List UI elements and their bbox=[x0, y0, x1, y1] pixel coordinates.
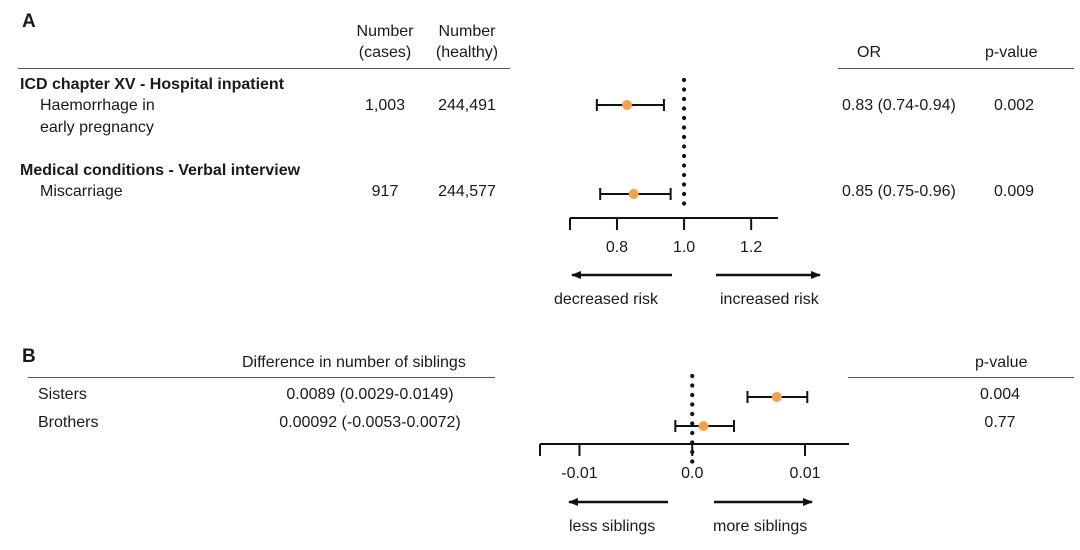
reference-dot-a bbox=[681, 191, 687, 197]
increased-risk-label: increased risk bbox=[720, 291, 819, 308]
reference-dot-a bbox=[681, 172, 687, 178]
panel-a-right-header-rule bbox=[838, 68, 1074, 69]
pvalue-miscarriage: 0.009 bbox=[994, 183, 1035, 200]
group-title-medical: Medical conditions - Verbal interview bbox=[20, 162, 301, 179]
x-tick-label-b: 0.01 bbox=[789, 465, 820, 482]
decreased-risk-label: decreased risk bbox=[554, 291, 659, 308]
reference-dot-a bbox=[681, 201, 687, 206]
difference-header: Difference in number of siblings bbox=[242, 354, 466, 371]
reference-dot-b bbox=[690, 402, 695, 407]
healthy-header-line2: (healthy) bbox=[435, 44, 499, 61]
diff-sisters: 0.0089 (0.0029-0.0149) bbox=[286, 386, 454, 403]
row-name-miscarriage: Miscarriage bbox=[40, 183, 123, 200]
less-siblings-label: less siblings bbox=[569, 518, 656, 535]
healthy-miscarriage: 244,577 bbox=[438, 183, 496, 200]
cases-header-line1: Number bbox=[356, 23, 414, 40]
x-tick-label-b: 0.0 bbox=[681, 465, 703, 482]
x-tick-label-b: -0.01 bbox=[561, 465, 598, 482]
estimate-point-a bbox=[622, 100, 633, 110]
reference-dot-a bbox=[681, 153, 687, 159]
reference-dot-a bbox=[681, 106, 687, 111]
reference-dot-b bbox=[690, 440, 695, 445]
row-name-brothers: Brothers bbox=[38, 414, 99, 431]
row-name-sisters: Sisters bbox=[38, 386, 87, 403]
reference-dot-a bbox=[681, 77, 687, 83]
healthy-haemorrhage: 244,491 bbox=[438, 97, 496, 114]
panel-b-right-header-rule bbox=[848, 377, 1074, 378]
cases-haemorrhage: 1,003 bbox=[364, 97, 406, 114]
or-header: OR bbox=[857, 44, 881, 61]
reference-dot-b bbox=[690, 383, 695, 388]
group-title-icd: ICD chapter XV - Hospital inpatient bbox=[20, 76, 285, 93]
reference-dot-a bbox=[681, 182, 687, 187]
or-haemorrhage: 0.83 (0.74-0.94) bbox=[842, 97, 956, 114]
reference-dot-a bbox=[681, 163, 687, 168]
panel-a-left-header-rule bbox=[18, 68, 510, 69]
more-siblings-label: more siblings bbox=[713, 518, 808, 535]
panel-b-letter: B bbox=[22, 346, 36, 367]
reference-dot-a bbox=[681, 87, 687, 92]
reference-dot-b bbox=[690, 459, 695, 464]
pvalue-header-b: p-value bbox=[975, 354, 1028, 371]
reference-dot-a bbox=[681, 115, 687, 121]
estimate-point-b bbox=[771, 392, 782, 402]
row-name-haemorrhage-line2: early pregnancy bbox=[40, 119, 154, 136]
x-tick-label-a: 0.8 bbox=[606, 239, 628, 256]
reference-dot-b bbox=[690, 411, 695, 417]
estimate-point-b bbox=[698, 421, 709, 431]
estimate-point-a bbox=[628, 189, 639, 199]
row-name-haemorrhage-line1: Haemorrhage in bbox=[40, 97, 155, 114]
diff-brothers: 0.00092 (-0.0053-0.0072) bbox=[279, 414, 461, 431]
x-tick-label-a: 1.2 bbox=[740, 239, 762, 256]
reference-dot-b bbox=[690, 373, 695, 379]
reference-dot-a bbox=[681, 134, 687, 140]
pvalue-brothers: 0.77 bbox=[984, 414, 1016, 431]
pvalue-sisters: 0.004 bbox=[979, 386, 1021, 403]
or-miscarriage: 0.85 (0.75-0.96) bbox=[842, 183, 956, 200]
pvalue-header-a: p-value bbox=[985, 44, 1038, 61]
reference-dot-b bbox=[690, 449, 695, 455]
panel-b-left-header-rule bbox=[28, 377, 495, 378]
reference-dot-a bbox=[681, 144, 687, 149]
reference-dot-b bbox=[690, 392, 695, 398]
cases-miscarriage: 917 bbox=[371, 183, 399, 200]
reference-dot-b bbox=[690, 430, 695, 436]
reference-dot-b bbox=[690, 421, 695, 426]
healthy-header-line1: Number bbox=[438, 23, 496, 40]
cases-header-line2: (cases) bbox=[358, 44, 412, 61]
reference-dot-a bbox=[681, 125, 687, 130]
pvalue-haemorrhage: 0.002 bbox=[994, 97, 1035, 114]
panel-a-letter: A bbox=[22, 11, 36, 32]
reference-dot-a bbox=[681, 96, 687, 102]
x-tick-label-a: 1.0 bbox=[673, 239, 695, 256]
